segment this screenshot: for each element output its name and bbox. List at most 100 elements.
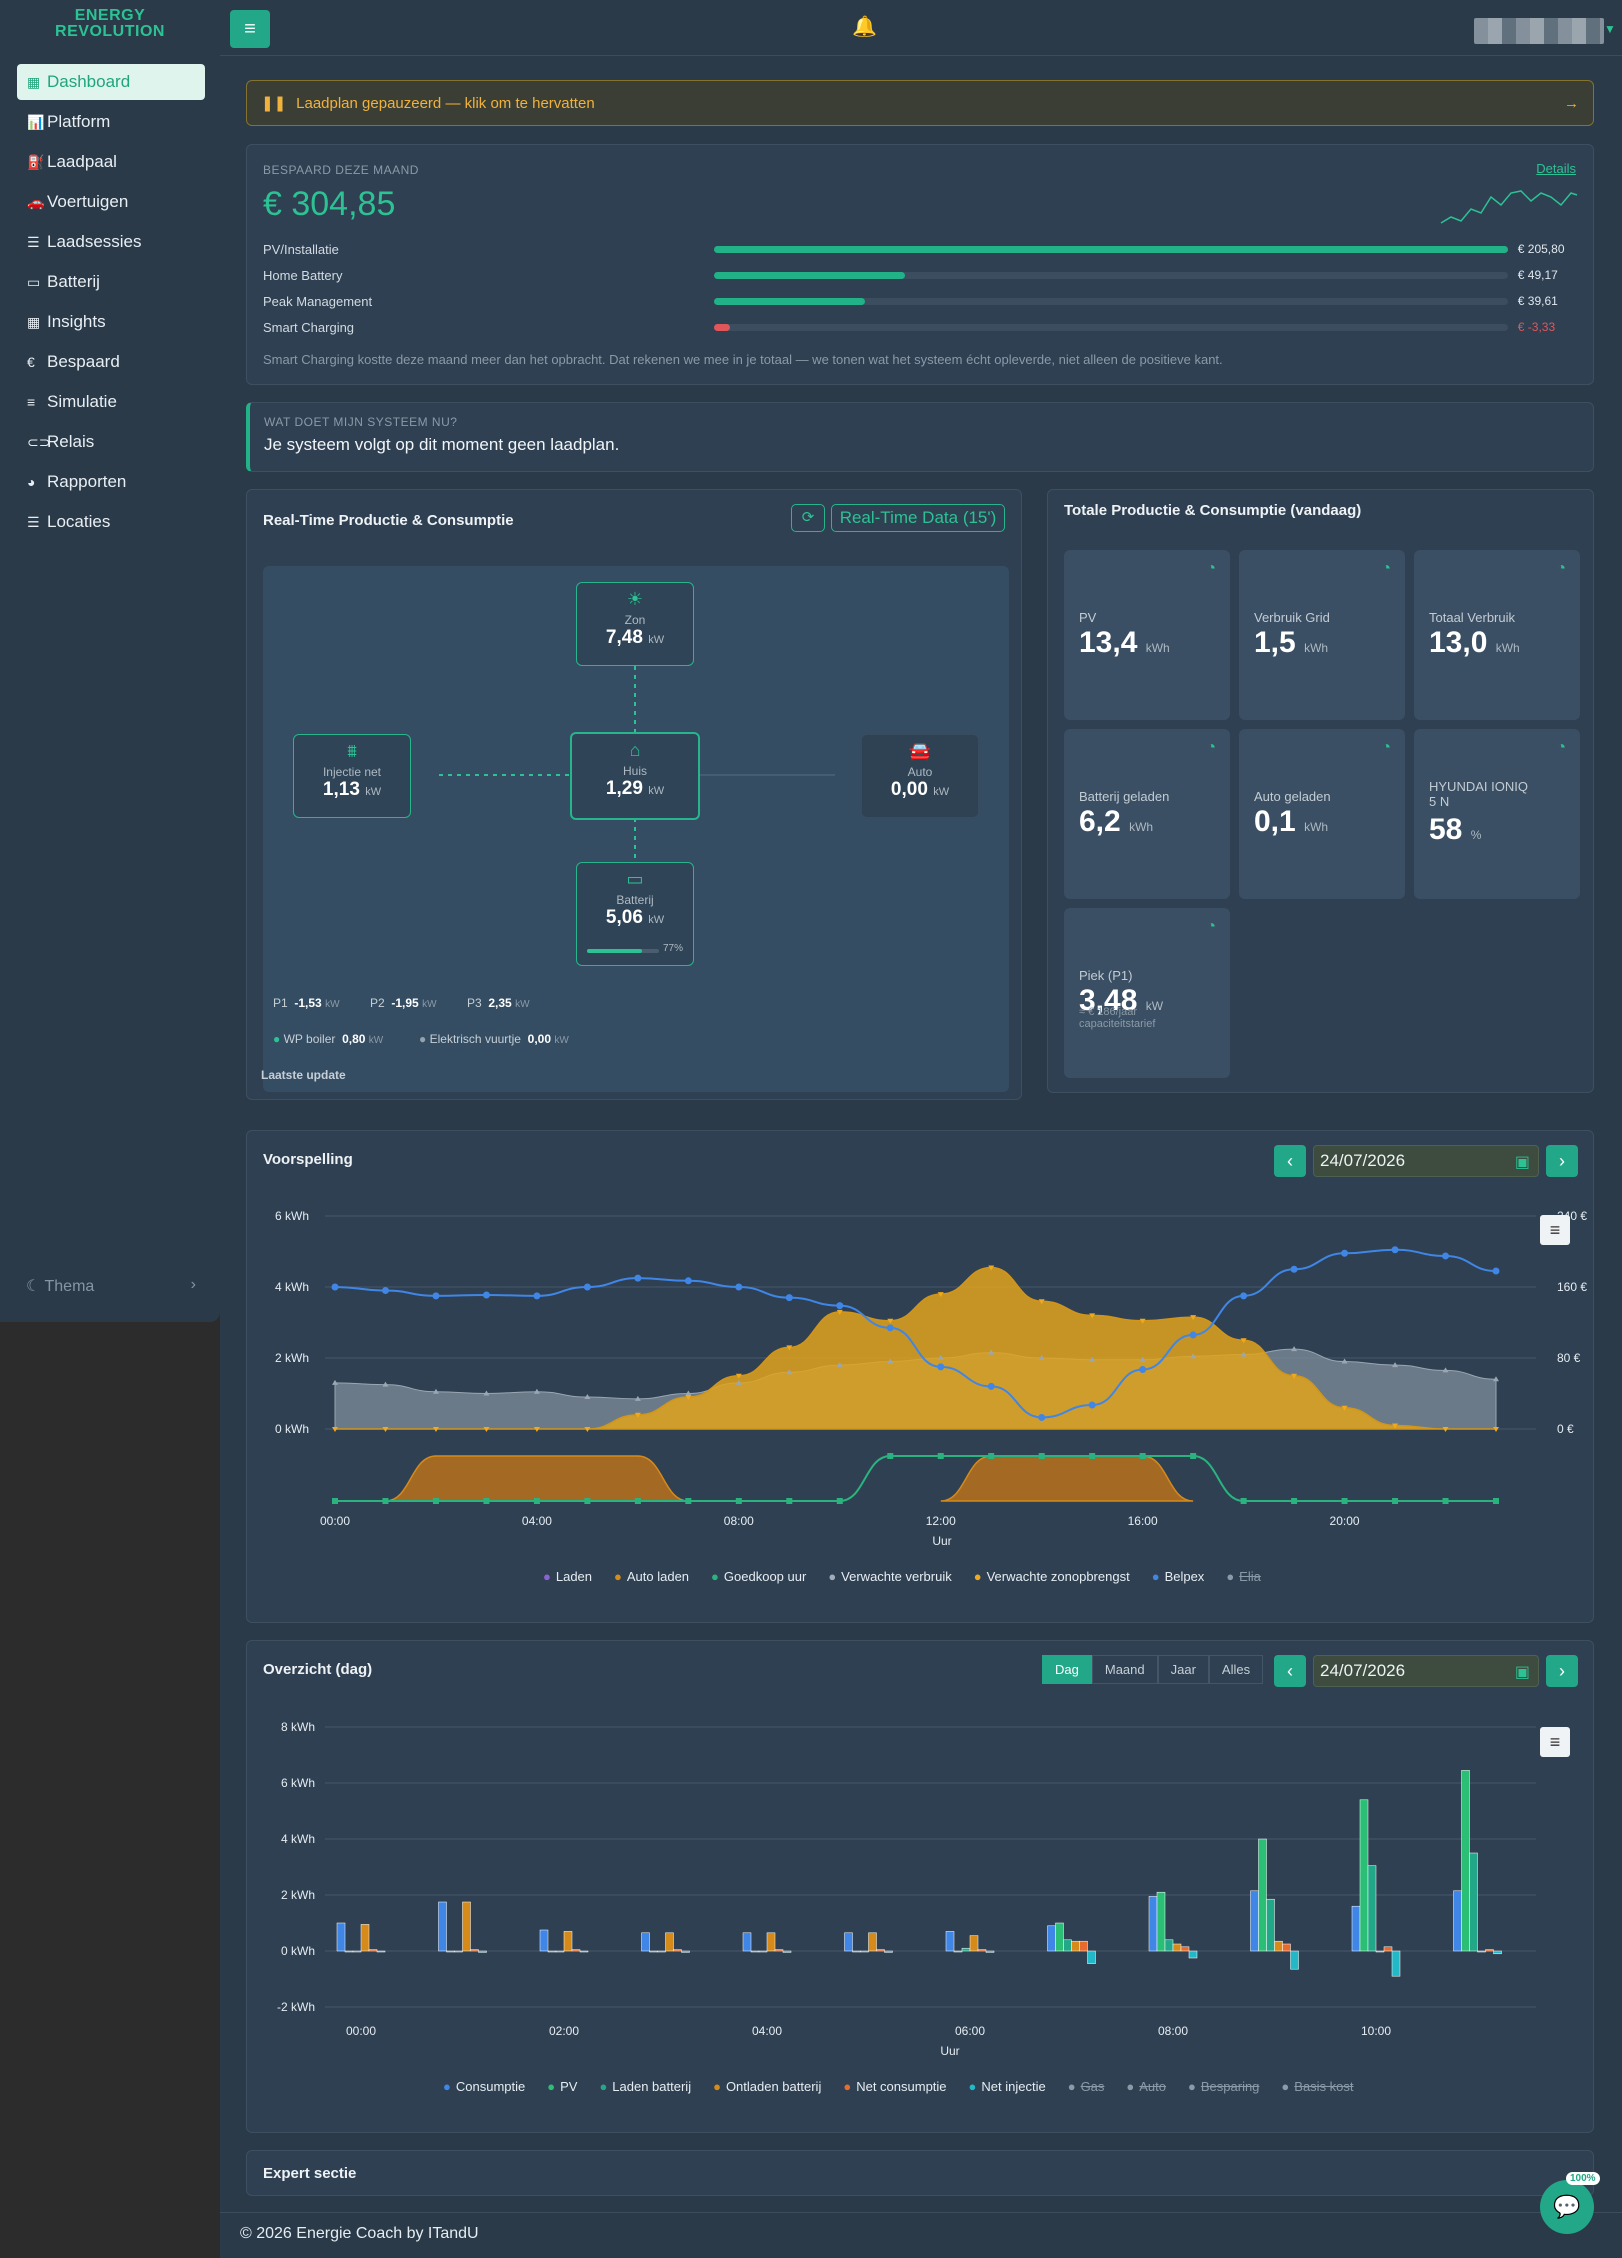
legend-item[interactable]: ● Elia bbox=[1226, 1569, 1261, 1584]
chevron-right-icon: › bbox=[190, 1276, 196, 1293]
legend-item[interactable]: ● Net injectie bbox=[969, 2079, 1046, 2094]
chat-button[interactable]: 💬 bbox=[1540, 2180, 1594, 2234]
forecast-export-menu-button[interactable]: ≡ bbox=[1540, 1215, 1570, 1245]
legend-item[interactable]: ● Net consumptie bbox=[843, 2079, 946, 2094]
legend-item[interactable]: ● Besparing bbox=[1188, 2079, 1259, 2094]
legend-item[interactable]: ● Verwachte zonopbrengst bbox=[974, 1569, 1130, 1584]
sidebar-item-relais[interactable]: ⊂⊃ Relais bbox=[17, 424, 205, 460]
bar-laden-batterij bbox=[860, 1950, 869, 1953]
tab-dag[interactable]: Dag bbox=[1042, 1655, 1092, 1684]
bar-net-injectie bbox=[1493, 1950, 1502, 1955]
goedkoop-point bbox=[1392, 1498, 1399, 1504]
caret-down-icon[interactable]: ▼ bbox=[1604, 22, 1616, 36]
sidebar-item-laadsessies[interactable]: ☰ Laadsessies bbox=[17, 224, 205, 260]
sidebar-item-dashboard[interactable]: ▦ Dashboard bbox=[17, 64, 205, 100]
hamburger-icon: ≡ bbox=[1549, 1220, 1561, 1240]
totals-title: Totale Productie & Consumptie (vandaag) bbox=[1064, 502, 1362, 519]
refresh-button[interactable]: ⟳ bbox=[791, 504, 825, 532]
legend-item[interactable]: ● Laden bbox=[543, 1569, 592, 1584]
forecast-prev-date-button[interactable]: ‹ bbox=[1274, 1145, 1306, 1177]
sidebar-item-platform[interactable]: 📊 Platform bbox=[17, 104, 205, 140]
node-zon-unit: kW bbox=[648, 634, 665, 646]
legend-item[interactable]: ● Verwachte verbruik bbox=[828, 1569, 951, 1584]
realtime-data-button[interactable]: Real-Time Data (15') bbox=[831, 504, 1005, 532]
legend-item[interactable]: ● Goedkoop uur bbox=[711, 1569, 806, 1584]
sidebar-item-label: Laadpaal bbox=[47, 152, 117, 171]
belpex-point bbox=[1391, 1246, 1399, 1254]
legend-item[interactable]: ● Auto laden bbox=[614, 1569, 689, 1584]
sidebar-item-insights[interactable]: ▦ Insights bbox=[17, 304, 205, 340]
legend-item[interactable]: ● Belpex bbox=[1152, 1569, 1205, 1584]
legend-item[interactable]: ● Consumptie bbox=[443, 2079, 525, 2094]
paused-plan-alert[interactable]: ❚❚ Laadplan gepauzeerd — klik om te herv… bbox=[246, 80, 1594, 126]
legend-label: Besparing bbox=[1200, 2079, 1260, 2094]
zon-point bbox=[1038, 1299, 1045, 1305]
phase-value: -1,53 bbox=[294, 996, 322, 1010]
goedkoop-point bbox=[584, 1498, 591, 1504]
overview-date-value: 24/07/2026 bbox=[1320, 1661, 1406, 1680]
tab-maand[interactable]: Maand bbox=[1091, 1655, 1158, 1684]
total-tile-value: 1,5 bbox=[1254, 626, 1296, 659]
zon-point bbox=[584, 1427, 591, 1432]
legend-item[interactable]: ● PV bbox=[547, 2079, 577, 2094]
overview-prev-date-button[interactable]: ‹ bbox=[1274, 1655, 1306, 1687]
theme-toggle[interactable]: ☾ Thema › bbox=[26, 1276, 196, 1296]
legend-item[interactable]: ● Gas bbox=[1068, 2079, 1105, 2094]
tab-jaar[interactable]: Jaar bbox=[1157, 1655, 1209, 1684]
expert-section[interactable]: Expert sectie bbox=[246, 2150, 1594, 2196]
legend-marker-icon: ● bbox=[973, 1569, 982, 1584]
belpex-point bbox=[331, 1283, 339, 1291]
sidebar-item-voertuigen[interactable]: 🚗 Voertuigen bbox=[17, 184, 205, 220]
legend-item[interactable]: ● Basis kost bbox=[1281, 2079, 1353, 2094]
belpex-point bbox=[1492, 1267, 1500, 1275]
sidebar-item-rapporten[interactable]: ◕ Rapporten bbox=[17, 464, 205, 500]
x-tick-label: 08:00 bbox=[724, 1514, 754, 1528]
notifications-bell-icon[interactable]: 🔔 bbox=[852, 16, 877, 38]
sidebar-item-simulatie[interactable]: ≡ Simulatie bbox=[17, 384, 205, 420]
forecast-next-date-button[interactable]: › bbox=[1546, 1145, 1578, 1177]
legend-item[interactable]: ● Laden batterij bbox=[599, 2079, 691, 2094]
sidebar-item-laadpaal[interactable]: ⛽ Laadpaal bbox=[17, 144, 205, 180]
bar-ontladen-batterij bbox=[1172, 1943, 1182, 1952]
belpex-point bbox=[1038, 1413, 1046, 1421]
y-tick-label: 6 kWh bbox=[275, 1209, 309, 1223]
grid-icon: ◔ bbox=[1381, 560, 1391, 577]
legend-marker-icon: ● bbox=[968, 2079, 977, 2094]
user-avatar[interactable] bbox=[1474, 18, 1604, 44]
battery-soc-value: 77% bbox=[663, 943, 684, 954]
bar-pv bbox=[1461, 1770, 1470, 1952]
tab-alles[interactable]: Alles bbox=[1208, 1655, 1264, 1684]
total-tile: ◔ HYUNDAI IONIQ 5 N 58 % bbox=[1414, 729, 1580, 899]
sidebar-item-label: Insights bbox=[47, 312, 106, 331]
verbruik-point bbox=[584, 1394, 591, 1400]
forecast-date-input[interactable]: 24/07/2026 ▣ bbox=[1313, 1145, 1539, 1177]
brand-logo[interactable]: ENERGY REVOLUTION bbox=[0, 8, 220, 40]
total-tile: ◔ Totaal Verbruik 13,0 kWh bbox=[1414, 550, 1580, 720]
savings-row-label: Peak Management bbox=[263, 293, 373, 309]
details-link[interactable]: Details bbox=[1536, 161, 1576, 176]
legend-item[interactable]: ● Ontladen batterij bbox=[713, 2079, 821, 2094]
belpex-point bbox=[785, 1294, 793, 1302]
sidebar-item-label: Bespaard bbox=[47, 352, 120, 371]
bar-ontladen-batterij bbox=[1375, 1950, 1385, 1953]
bar-net-consumptie bbox=[1180, 1946, 1190, 1952]
bar-net-consumptie bbox=[368, 1949, 378, 1952]
menu-toggle-button[interactable]: ≡ bbox=[230, 10, 270, 48]
sidebar-item-bespaard[interactable]: € Bespaard bbox=[17, 344, 205, 380]
bar-net-injectie bbox=[1391, 1950, 1401, 1977]
chevron-right-icon: › bbox=[1559, 1151, 1565, 1171]
total-tile-label: Totaal Verbruik bbox=[1429, 610, 1515, 625]
bar-pv bbox=[344, 1950, 354, 1953]
overview-next-date-button[interactable]: › bbox=[1546, 1655, 1578, 1687]
sidebar-item-locaties[interactable]: ☰ Locaties bbox=[17, 504, 205, 540]
zon-point bbox=[887, 1318, 894, 1324]
pause-icon: ❚❚ bbox=[261, 95, 287, 112]
savings-row-label: PV/Installatie bbox=[263, 241, 339, 257]
device-readout: ● Elektrisch vuurtje 0,00 kW bbox=[419, 1032, 569, 1046]
legend-item[interactable]: ● Auto bbox=[1126, 2079, 1166, 2094]
node-batterij: ▭ Batterij 5,06 kW 77% bbox=[576, 862, 694, 966]
savings-note: Smart Charging kostte deze maand meer da… bbox=[263, 352, 1223, 367]
sidebar-item-batterij[interactable]: ▭ Batterij bbox=[17, 264, 205, 300]
overview-export-menu-button[interactable]: ≡ bbox=[1540, 1727, 1570, 1757]
overview-date-input[interactable]: 24/07/2026 ▣ bbox=[1313, 1655, 1539, 1687]
